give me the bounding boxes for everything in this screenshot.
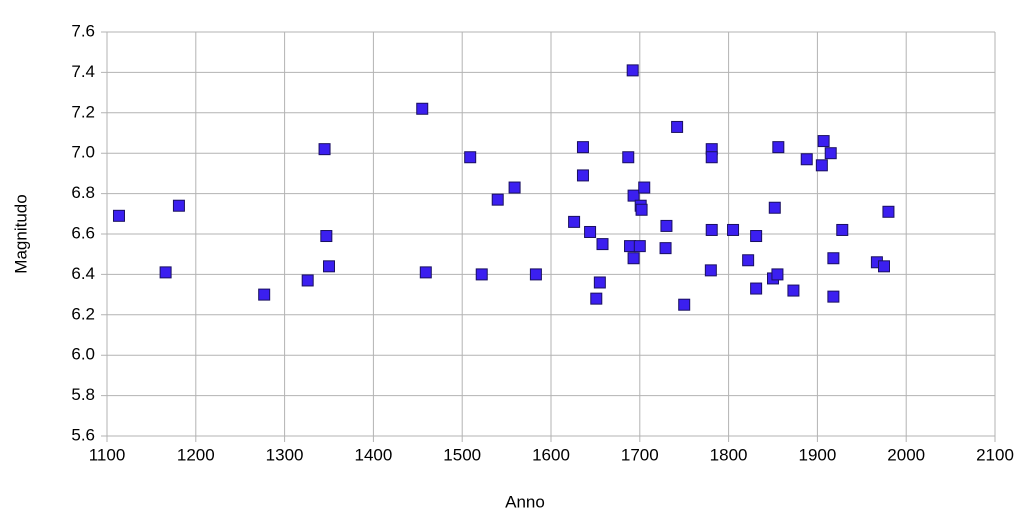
point	[464, 151, 477, 164]
point	[584, 225, 597, 238]
point	[576, 141, 589, 154]
y-tick-label: 6.8	[71, 183, 95, 202]
point	[827, 252, 840, 265]
point	[704, 264, 717, 277]
point	[172, 199, 185, 212]
y-tick-label: 6.4	[71, 264, 95, 283]
point	[750, 282, 763, 295]
point	[815, 159, 828, 172]
point	[750, 230, 763, 243]
y-tick-label: 6.2	[71, 304, 95, 323]
x-tick-label: 2000	[887, 445, 925, 464]
point	[159, 266, 172, 279]
point	[827, 290, 840, 303]
point	[768, 201, 781, 214]
point	[800, 153, 813, 166]
point	[659, 242, 672, 255]
point	[817, 135, 830, 148]
point	[626, 64, 639, 77]
point	[771, 268, 784, 281]
point	[660, 219, 673, 232]
y-axis-label: Magnitudo	[11, 194, 30, 273]
y-tick-label: 7.2	[71, 102, 95, 121]
point	[882, 205, 895, 218]
point	[787, 284, 800, 297]
x-tick-label: 2100	[976, 445, 1014, 464]
x-tick-label: 1300	[266, 445, 304, 464]
point	[475, 268, 488, 281]
x-tick-label: 1800	[710, 445, 748, 464]
point	[635, 203, 648, 216]
y-tick-label: 5.6	[71, 425, 95, 444]
point	[671, 120, 684, 133]
point	[622, 151, 635, 164]
y-tick-label: 6.6	[71, 223, 95, 242]
point	[576, 169, 589, 182]
point	[627, 252, 640, 265]
point	[678, 298, 691, 311]
y-tick-label: 6.0	[71, 345, 95, 364]
point	[627, 189, 640, 202]
point	[112, 209, 125, 222]
x-tick-label: 1600	[532, 445, 570, 464]
point	[596, 238, 609, 251]
point	[508, 181, 521, 194]
point	[590, 292, 603, 305]
point	[878, 260, 890, 273]
point	[320, 230, 333, 243]
point	[633, 240, 646, 253]
point	[301, 274, 314, 287]
point	[638, 181, 651, 194]
point	[258, 288, 271, 301]
point	[491, 193, 504, 206]
x-tick-label: 1500	[443, 445, 481, 464]
y-tick-label: 7.6	[71, 21, 95, 40]
point	[529, 268, 542, 281]
x-tick-label: 1200	[177, 445, 215, 464]
x-tick-label: 1700	[621, 445, 659, 464]
point	[727, 223, 740, 236]
point	[836, 223, 849, 236]
x-tick-label: 1100	[89, 445, 126, 464]
point	[419, 266, 432, 279]
y-tick-label: 5.8	[71, 385, 95, 404]
x-tick-label: 1400	[354, 445, 392, 464]
x-axis-label: Anno	[505, 492, 545, 511]
point	[568, 215, 581, 228]
point	[318, 143, 331, 156]
y-tick-label: 7.4	[71, 62, 95, 81]
y-tick-label: 7.0	[71, 143, 95, 162]
point	[705, 223, 718, 236]
point	[323, 260, 335, 273]
point	[742, 254, 755, 267]
point	[824, 147, 837, 160]
point	[772, 141, 785, 154]
point	[593, 276, 606, 289]
point	[705, 151, 718, 164]
x-tick-label: 1900	[798, 445, 836, 464]
point	[416, 102, 429, 115]
